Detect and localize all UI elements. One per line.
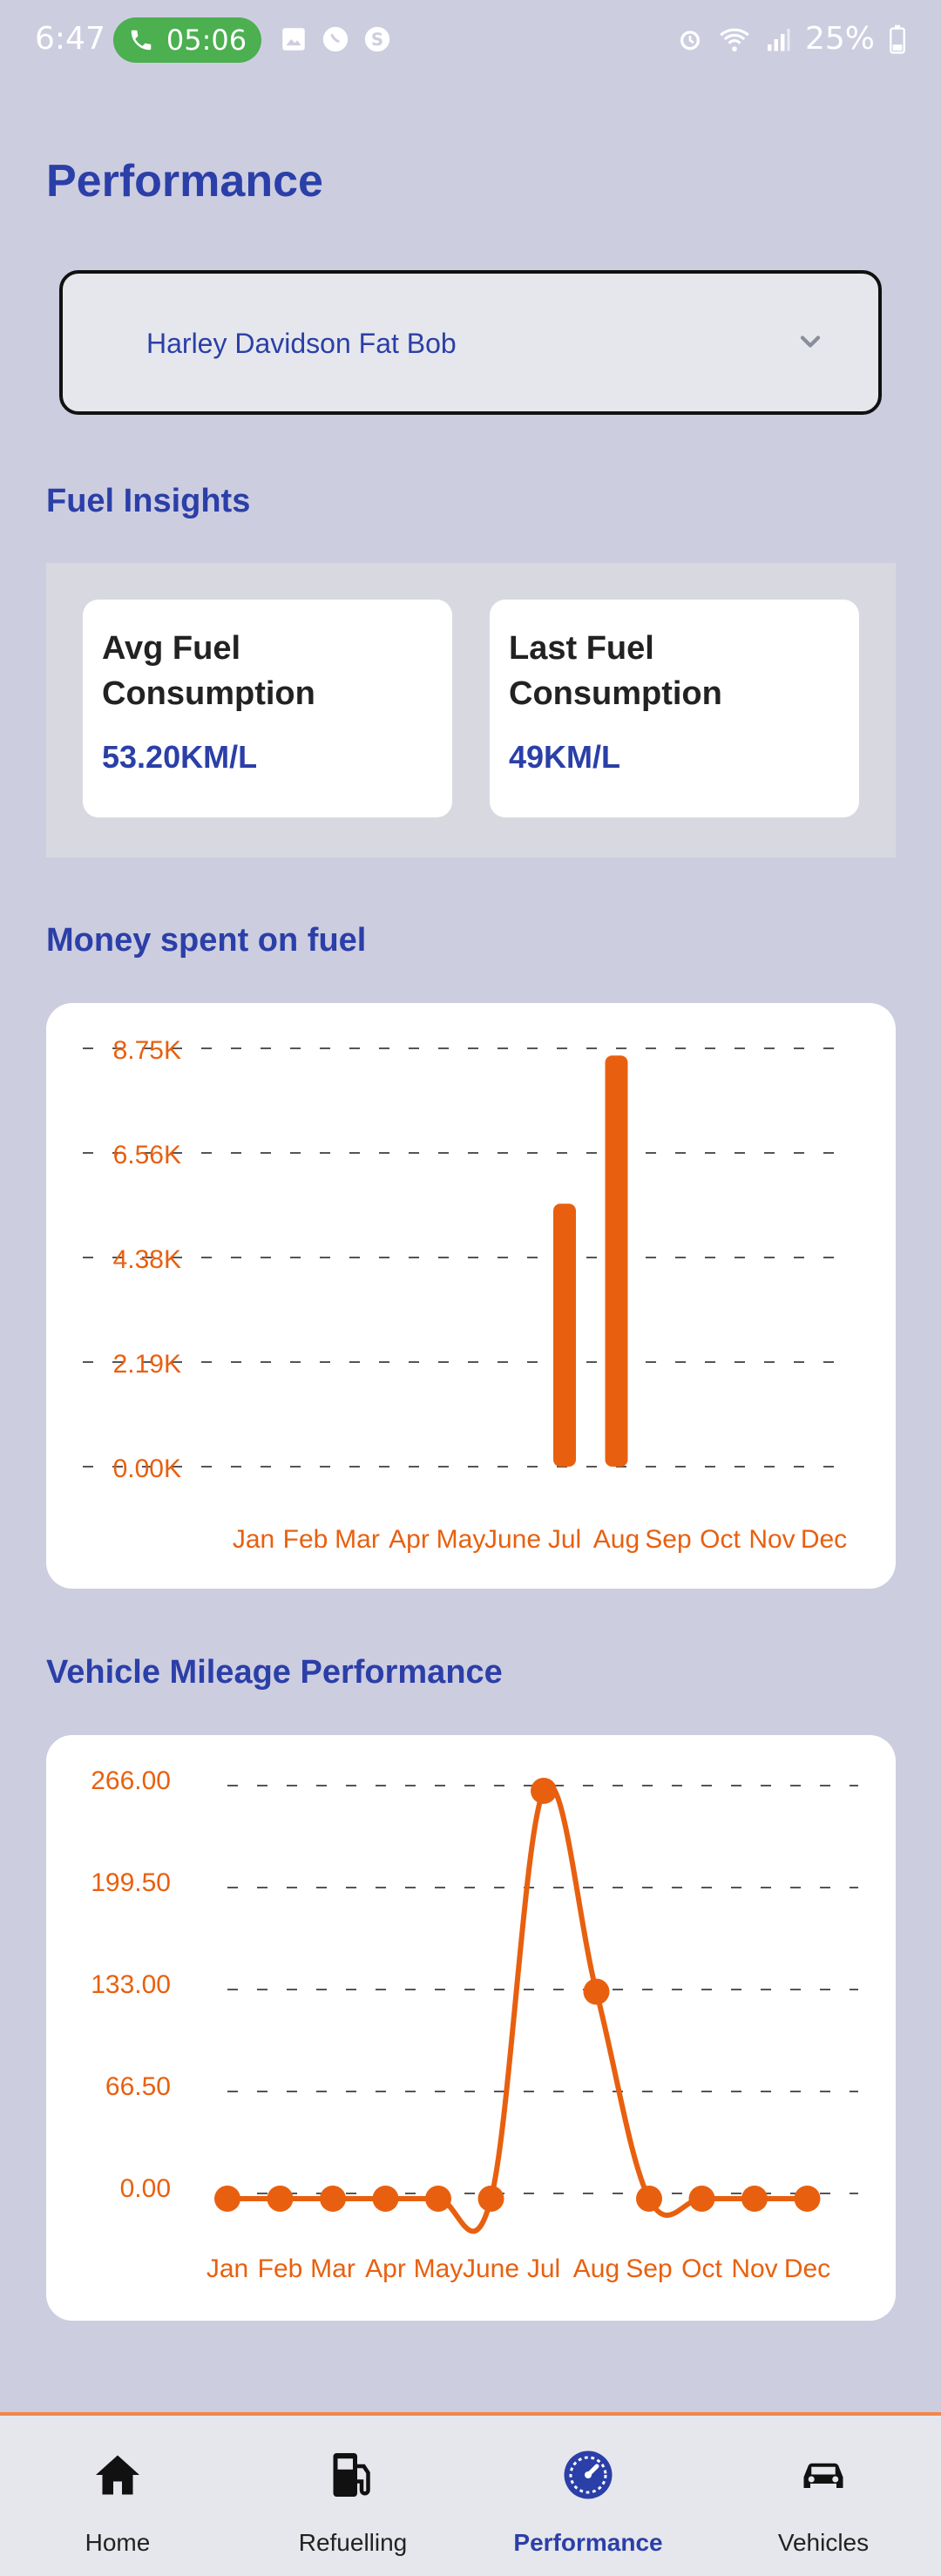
- fuel-insights-panel: Avg Fuel Consumption 53.20KM/L Last Fuel…: [46, 563, 896, 858]
- money-bar-chart: 0.00K 2.19K 4.38K 6.56K 8.75K Jan Feb Mar Apr May…: [83, 1036, 848, 1554]
- x-tick-label: June: [484, 1525, 541, 1554]
- y-tick-label: 2.19K: [113, 1350, 181, 1379]
- status-time: 6:47: [35, 21, 105, 57]
- data-point[interactable]: [477, 2186, 504, 2212]
- avg-fuel-card: Avg Fuel Consumption 53.20KM/L: [83, 600, 452, 817]
- data-point[interactable]: [531, 1778, 557, 1804]
- x-tick-label: Nov: [748, 1525, 795, 1554]
- vehicle-select-dropdown[interactable]: Harley Davidson Fat Bob: [59, 270, 882, 415]
- y-tick-label: 6.56K: [113, 1141, 181, 1169]
- battery-percentage: 25%: [804, 21, 875, 57]
- bar[interactable]: [553, 1203, 576, 1467]
- x-tick-label: Jan: [206, 2254, 248, 2283]
- x-tick-label: Jul: [548, 1525, 581, 1554]
- data-point[interactable]: [425, 2186, 451, 2212]
- bar[interactable]: [605, 1055, 628, 1467]
- vehicle-select-value: Harley Davidson Fat Bob: [146, 328, 457, 359]
- nav-label-vehicles: Vehicles: [777, 2529, 870, 2556]
- mileage-line: [227, 1782, 808, 2234]
- x-tick-label: Nov: [731, 2254, 777, 2283]
- ongoing-call-pill[interactable]: 05:06: [113, 17, 261, 63]
- whatsapp-icon: [322, 26, 349, 52]
- y-tick-label: 266.00: [91, 1766, 171, 1795]
- wifi-icon: [720, 28, 749, 51]
- nav-label-refuelling: Refuelling: [298, 2529, 408, 2556]
- money-chart-card: 0.00K 2.19K 4.38K 6.56K 8.75K Jan Feb Mar Apr May…: [46, 1003, 896, 1589]
- avg-fuel-value: 53.20KM/L: [102, 739, 258, 775]
- mileage-chart-card: 0.00 66.50 133.00 199.50 266.00 Jan Feb Mar Apr M…: [46, 1735, 896, 2321]
- nav-item-performance[interactable]: Performance: [470, 2416, 706, 2576]
- data-point[interactable]: [688, 2186, 715, 2212]
- x-tick-label: Apr: [389, 1525, 430, 1554]
- nav-item-refuelling[interactable]: Refuelling: [235, 2416, 470, 2576]
- status-bar: 6:47 05:06 S 25%: [0, 0, 941, 80]
- data-point[interactable]: [214, 2186, 240, 2212]
- fuel-pump-icon: [333, 2453, 370, 2497]
- x-tick-label: Dec: [801, 1525, 847, 1554]
- x-tick-label: Sep: [626, 2254, 672, 2283]
- y-tick-label: 199.50: [91, 1868, 171, 1897]
- x-tick-label: May: [414, 2254, 464, 2283]
- y-tick-label: 66.50: [105, 2072, 171, 2101]
- x-tick-label: Dec: [784, 2254, 830, 2283]
- y-tick-label: 4.38K: [113, 1245, 181, 1274]
- alarm-icon: [680, 30, 700, 50]
- avg-fuel-label: Avg Fuel Consumption: [102, 630, 315, 712]
- x-tick-label: Mar: [310, 2254, 355, 2283]
- mileage-line-chart: 0.00 66.50 133.00 199.50 266.00 Jan Feb Mar Apr M…: [91, 1766, 858, 2283]
- data-point[interactable]: [583, 1978, 610, 2005]
- x-tick-label: Apr: [365, 2254, 406, 2283]
- bottom-navigation: Home Refuelling Performance Vehicles: [0, 2412, 941, 2576]
- last-fuel-value: 49KM/L: [509, 739, 621, 775]
- y-tick-label: 0.00K: [113, 1454, 181, 1483]
- home-icon: [96, 2455, 139, 2495]
- data-point[interactable]: [741, 2186, 768, 2212]
- data-point[interactable]: [267, 2186, 294, 2212]
- x-tick-label: Mar: [335, 1525, 380, 1554]
- data-point[interactable]: [372, 2186, 399, 2212]
- fuel-insights-title: Fuel Insights: [46, 483, 251, 519]
- skype-icon: S: [364, 26, 390, 52]
- x-tick-label: Jul: [527, 2254, 560, 2283]
- x-tick-label: Oct: [700, 1525, 741, 1554]
- x-tick-label: Jan: [233, 1525, 274, 1554]
- car-icon: [803, 2463, 843, 2488]
- call-timer: 05:06: [166, 24, 247, 57]
- x-tick-label: Feb: [258, 2254, 303, 2283]
- x-tick-label: May: [437, 1525, 486, 1554]
- x-tick-label: Feb: [283, 1525, 328, 1554]
- nav-label-performance: Performance: [513, 2529, 663, 2556]
- nav-item-vehicles[interactable]: Vehicles: [706, 2416, 941, 2576]
- x-tick-label: Aug: [593, 1525, 640, 1554]
- gallery-icon: [282, 28, 305, 51]
- y-tick-label: 8.75K: [113, 1036, 181, 1065]
- phone-icon: [131, 30, 152, 51]
- last-fuel-card: Last Fuel Consumption 49KM/L: [490, 600, 859, 817]
- y-tick-label: 133.00: [91, 1970, 171, 1999]
- y-tick-label: 0.00: [120, 2174, 171, 2203]
- x-tick-label: Aug: [573, 2254, 619, 2283]
- battery-icon: [890, 24, 905, 54]
- speedometer-icon: [564, 2451, 613, 2499]
- data-point[interactable]: [320, 2186, 346, 2212]
- money-chart-title: Money spent on fuel: [46, 922, 367, 959]
- svg-text:S: S: [371, 30, 383, 50]
- mileage-chart-title: Vehicle Mileage Performance: [46, 1654, 503, 1691]
- x-tick-label: Oct: [681, 2254, 722, 2283]
- data-point[interactable]: [794, 2186, 821, 2212]
- page-title: Performance: [46, 156, 323, 207]
- x-tick-label: June: [463, 2254, 519, 2283]
- nav-item-home[interactable]: Home: [0, 2416, 235, 2576]
- chevron-down-icon: [800, 336, 821, 348]
- last-fuel-label: Last Fuel Consumption: [509, 630, 722, 712]
- nav-label-home: Home: [85, 2529, 151, 2556]
- signal-icon: [767, 28, 790, 51]
- data-point[interactable]: [636, 2186, 662, 2212]
- x-tick-label: Sep: [645, 1525, 691, 1554]
